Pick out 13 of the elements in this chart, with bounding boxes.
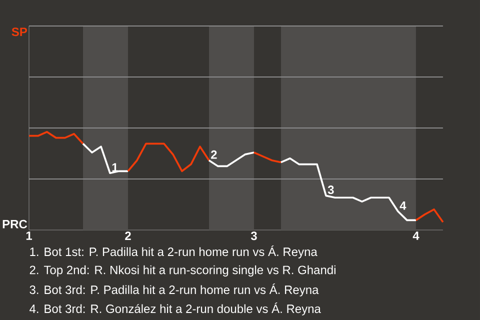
annotation: 4 <box>400 201 406 210</box>
annotation: 3 <box>328 186 334 194</box>
annotation: 2 <box>211 150 217 159</box>
text: 3. Bot 3rd: P. Padilla hit a 2-run home run vs Á. Reyna <box>30 284 319 296</box>
text: 1. Bot 1st: P. Padilla hit a 2-run home run vs Á. Reyna <box>30 246 318 258</box>
text: SP <box>12 28 27 36</box>
x-tick-label: 1 <box>26 232 32 240</box>
x-tick-label: 3 <box>250 232 257 240</box>
x-tick-label: 2 <box>125 232 131 240</box>
text: 2. Top 2nd: R. Nkosi hit a run-scoring single vs R. Ghandi <box>30 265 336 277</box>
text: PRC <box>2 220 28 228</box>
text: 4. Bot 3rd: R. González hit a 2-run double vs Á. Reyna <box>30 302 321 316</box>
x-tick-label: 4 <box>412 232 420 240</box>
